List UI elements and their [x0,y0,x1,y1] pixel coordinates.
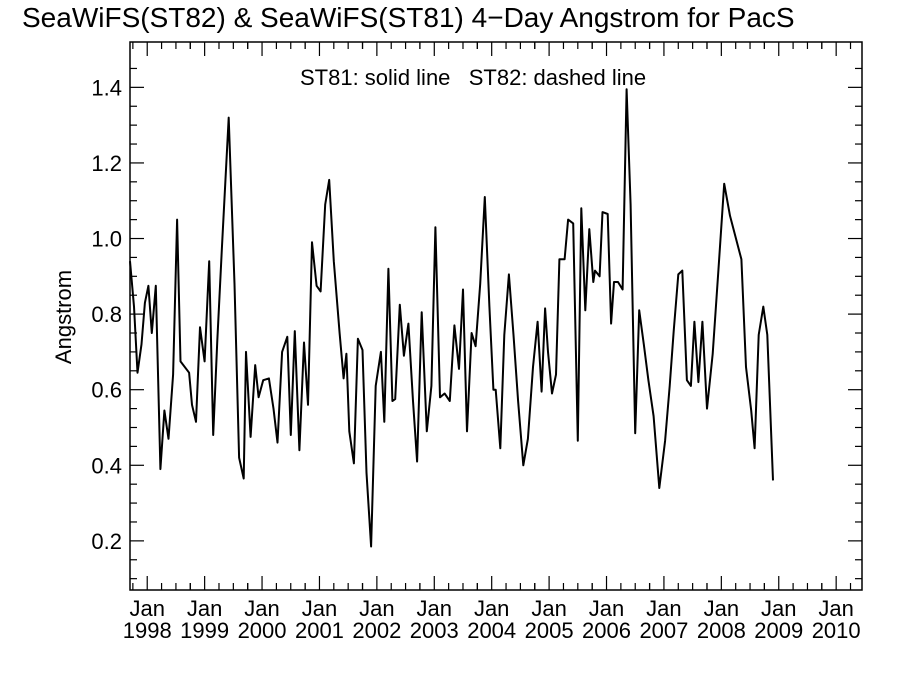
x-tick-year: 2007 [639,618,688,643]
x-tick-year: 1998 [123,618,172,643]
tick-labels: 0.20.40.60.81.01.21.4Jan1998Jan1999Jan20… [91,75,860,643]
x-tick-month: Jan [646,596,681,621]
y-tick-label: 1.2 [91,151,122,176]
plot-frame [129,41,863,591]
x-tick-month: Jan [818,596,853,621]
x-tick-month: Jan [244,596,279,621]
x-tick-month: Jan [302,596,337,621]
x-tick-year: 2009 [754,618,803,643]
x-tick-month: Jan [589,596,624,621]
x-tick-month: Jan [417,596,452,621]
x-tick-month: Jan [531,596,566,621]
x-tick-month: Jan [187,596,222,621]
line-style-note: ST81: solid line ST82: dashed line [300,65,646,90]
x-tick-year: 2000 [238,618,287,643]
x-tick-year: 1999 [180,618,229,643]
axis-ticks [130,42,862,590]
x-tick-year: 2002 [352,618,401,643]
x-tick-month: Jan [129,596,164,621]
chart-title: SeaWiFS(ST82) & SeaWiFS(ST81) 4−Day Angs… [22,2,795,33]
y-tick-label: 0.2 [91,529,122,554]
x-tick-year: 2008 [697,618,746,643]
x-tick-year: 2001 [295,618,344,643]
x-tick-year: 2006 [582,618,631,643]
y-tick-label: 0.6 [91,378,122,403]
x-tick-month: Jan [359,596,394,621]
y-tick-label: 1.4 [91,75,122,100]
x-tick-month: Jan [474,596,509,621]
y-tick-label: 1.0 [91,227,122,252]
x-tick-month: Jan [761,596,796,621]
x-tick-year: 2010 [812,618,861,643]
series-line-st81 [129,88,774,548]
x-tick-year: 2004 [467,618,516,643]
x-tick-year: 2003 [410,618,459,643]
y-tick-label: 0.8 [91,302,122,327]
x-tick-month: Jan [704,596,739,621]
y-tick-label: 0.4 [91,453,122,478]
x-tick-year: 2005 [525,618,574,643]
y-axis-label: Angstrom [51,270,76,364]
